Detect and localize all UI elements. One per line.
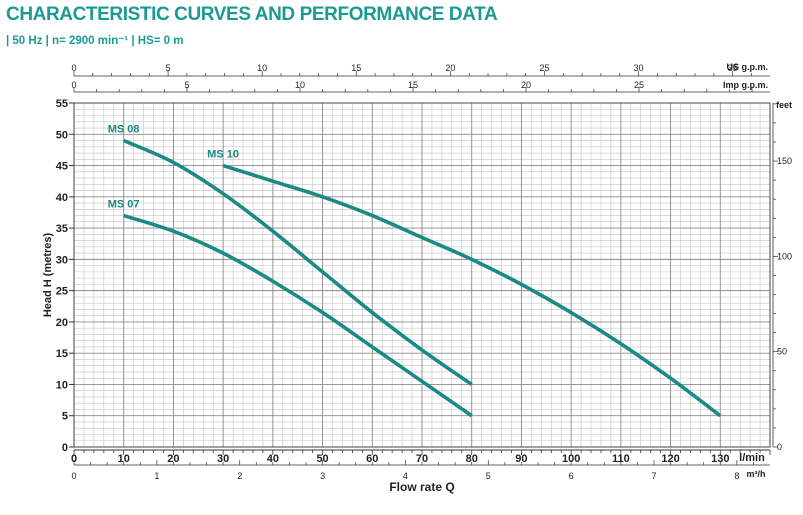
- x-tick-label: 90: [515, 453, 527, 465]
- series-line-ms-07: [123, 213, 473, 418]
- major-grid: [73, 102, 771, 448]
- feet-tick-label: 150: [777, 156, 792, 166]
- m3h-tick-label: 4: [403, 471, 408, 481]
- m3h-unit-label: m³/h: [747, 469, 766, 479]
- x-tick-label: 70: [416, 453, 428, 465]
- imp-gpm-tick-label: 20: [521, 80, 531, 90]
- y-tick-label: 50: [56, 129, 68, 141]
- y-tick-label: 10: [56, 379, 68, 391]
- x-tick-label: 40: [267, 453, 279, 465]
- chart-title: CHARACTERISTIC CURVES AND PERFORMANCE DA…: [6, 4, 498, 25]
- imp-gpm-tick-label: 10: [295, 80, 305, 90]
- us-gpm-tick-label: 0: [71, 63, 76, 73]
- y-tick-label: 45: [56, 161, 68, 173]
- plot-frame: [73, 102, 771, 448]
- x-tick-label: 0: [71, 453, 77, 465]
- feet-tick-label: 100: [777, 251, 792, 261]
- y-tick-label: 35: [56, 223, 68, 235]
- series-line-ms-08: [122, 138, 473, 386]
- imp-gpm-unit-label: Imp g.p.m.: [723, 80, 768, 90]
- us-gpm-tick-label: 5: [166, 63, 171, 73]
- y-tick-label: 25: [56, 286, 68, 298]
- m3h-tick-label: 0: [71, 471, 76, 481]
- us-gpm-unit-label: US g.p.m.: [726, 62, 768, 72]
- y-tick-label: 5: [62, 411, 68, 423]
- us-gpm-tick-label: 25: [539, 63, 549, 73]
- us-gpm-tick-label: 10: [257, 63, 267, 73]
- imp-gpm-tick-label: 15: [408, 80, 418, 90]
- y-tick-label: 40: [56, 192, 68, 204]
- x-tick-label: 50: [316, 453, 328, 465]
- x-axis-title: Flow rate Q: [389, 480, 454, 494]
- imp-gpm-tick-label: 0: [71, 80, 76, 90]
- x-tick-label: 100: [562, 453, 580, 465]
- y-tick-label: 20: [56, 317, 68, 329]
- feet-tick-label: 50: [777, 347, 787, 357]
- us-gpm-tick-label: 15: [351, 63, 361, 73]
- x-tick-label: 10: [118, 453, 130, 465]
- x-tick-label: 60: [366, 453, 378, 465]
- y-tick-label: 0: [62, 442, 68, 454]
- x-tick-label: 120: [661, 453, 679, 465]
- imp-gpm-tick-label: 25: [634, 80, 644, 90]
- series-label-ms-07: MS 07: [108, 199, 140, 211]
- y-tick-label: 55: [56, 98, 68, 110]
- m3h-tick-label: 3: [320, 471, 325, 481]
- us-gpm-tick-label: 35: [728, 63, 738, 73]
- y-tick-label: 15: [56, 348, 68, 360]
- us-gpm-tick-label: 20: [445, 63, 455, 73]
- x-tick-label: 80: [466, 453, 478, 465]
- series-line-ms-10: [222, 163, 722, 418]
- feet-unit-label: feet: [776, 100, 792, 110]
- series-label-ms-08: MS 08: [108, 124, 140, 136]
- x-tick-label: 110: [612, 453, 630, 465]
- x-tick-label: 130: [711, 453, 729, 465]
- series-label-ms-10: MS 10: [207, 149, 239, 161]
- m3h-tick-label: 6: [569, 471, 574, 481]
- axis-titles: Flow rate Q Head H (metres): [42, 232, 455, 494]
- m3h-tick-label: 5: [486, 471, 491, 481]
- m3h-tick-label: 7: [651, 471, 656, 481]
- series-lines: [122, 138, 722, 418]
- m3h-tick-label: 1: [154, 471, 159, 481]
- x-tick-label: 30: [217, 453, 229, 465]
- m3h-tick-label: 2: [237, 471, 242, 481]
- y-axis-title: Head H (metres): [42, 232, 54, 317]
- x-unit-label: l/min: [739, 452, 765, 464]
- m3h-tick-label: 8: [734, 471, 739, 481]
- chart-subtitle: | 50 Hz | n= 2900 min⁻¹ | HS= 0 m: [6, 35, 184, 47]
- feet-tick-label: 0: [777, 442, 782, 452]
- us-gpm-tick-label: 30: [634, 63, 644, 73]
- axis-ticks: [69, 71, 778, 466]
- x-tick-label: 20: [167, 453, 179, 465]
- y-tick-label: 30: [56, 254, 68, 266]
- imp-gpm-tick-label: 5: [184, 80, 189, 90]
- series-labels: MS 07 MS 08 MS 10: [108, 124, 239, 211]
